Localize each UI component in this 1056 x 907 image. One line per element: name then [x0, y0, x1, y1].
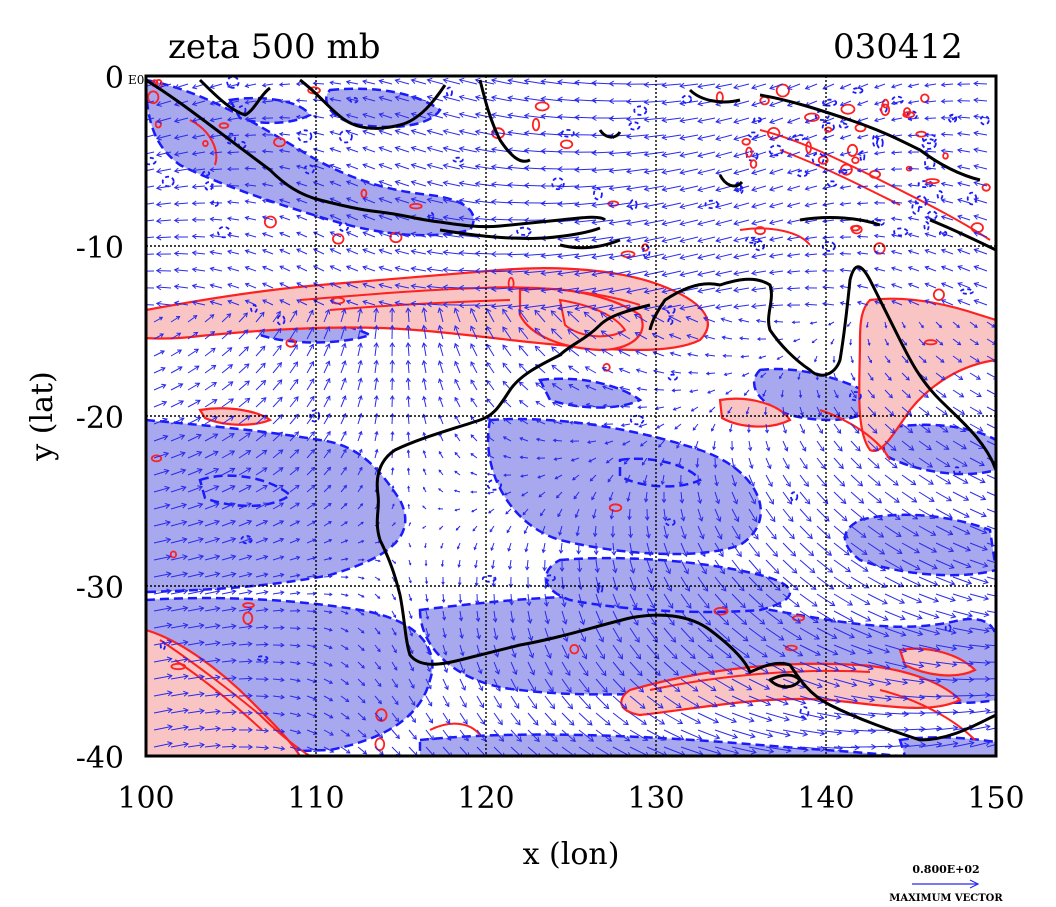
- x-axis-title: x (lon): [523, 837, 620, 872]
- max-vector-label: MAXIMUM VECTOR: [889, 893, 1003, 904]
- y-tick-label: -20: [76, 401, 124, 436]
- x-tick-label: 120: [457, 781, 514, 816]
- x-tick-label: 130: [627, 781, 684, 816]
- y-tick-label: -10: [76, 231, 124, 266]
- y-tick-label: -30: [76, 571, 124, 606]
- map-date: 030412: [833, 27, 963, 67]
- wind-vectors: [146, 77, 996, 756]
- x-tick-label: 150: [967, 781, 1024, 816]
- max-vector-legend: 0.800E+02 MAXIMUM VECTOR: [889, 863, 1003, 904]
- map-area: [146, 76, 996, 756]
- coastline: [146, 78, 996, 742]
- x-tick-label: 110: [287, 781, 344, 816]
- y-tick-label: 0: [105, 61, 124, 96]
- y-tick-label: -40: [76, 741, 124, 776]
- y-tick-note: E0: [128, 73, 144, 87]
- gridlines: [146, 76, 996, 756]
- y-tick-labels: 0 E0 -10 -20 -30 -40: [76, 61, 145, 776]
- map-frame: [144, 74, 998, 758]
- x-tick-labels: 100 110 120 130 140 150: [117, 781, 1024, 816]
- max-vector-value: 0.800E+02: [912, 863, 979, 876]
- y-axis-title: y (lat): [25, 371, 60, 461]
- map-title: zeta 500 mb: [168, 27, 380, 67]
- wind-vector-arrow-icon: [912, 879, 980, 889]
- x-tick-label: 100: [117, 781, 174, 816]
- x-tick-label: 140: [797, 781, 854, 816]
